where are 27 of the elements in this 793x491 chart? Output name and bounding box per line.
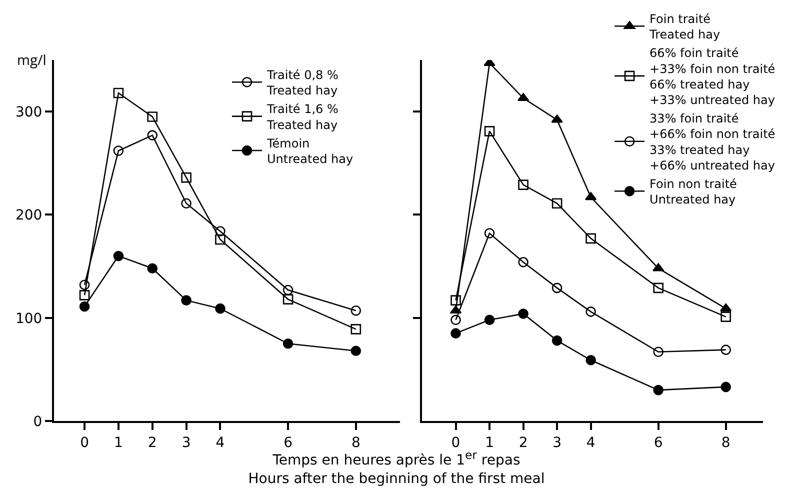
x-tick-label: 8 bbox=[351, 434, 360, 451]
y-tick-label: 300 bbox=[15, 104, 42, 120]
x-axis-title: Temps en heures après le 1$^{er}$ repas Hours after the beginning of the first meal bbox=[248, 448, 545, 487]
legend-label: Traité 0,8 % Treated hay bbox=[266, 68, 338, 98]
y-tick-label: 100 bbox=[15, 310, 42, 327]
x-tick-label: 4 bbox=[586, 434, 596, 451]
x-tick-label: 3 bbox=[182, 434, 191, 451]
y-axis-title: mg/l bbox=[17, 51, 46, 70]
x-tick-label: 8 bbox=[721, 434, 730, 451]
x-tick-label: 1 bbox=[485, 434, 494, 451]
x-tick-label: 6 bbox=[654, 434, 663, 451]
x-tick-label: 3 bbox=[552, 434, 562, 451]
legend-label: 66% foin traité +33% foin non traité 66% treated hay +33% untreated hay bbox=[650, 46, 776, 108]
x-tick-label: 2 bbox=[518, 434, 528, 451]
y-tick-label: 200 bbox=[15, 208, 42, 224]
legend-label: 33% foin traité +66% foin non traité 33% treated hay +66% untreated hay bbox=[650, 112, 776, 172]
x-tick-label: 0 bbox=[451, 434, 460, 451]
x-tick-label: 2 bbox=[148, 434, 157, 451]
legend-label: Traité 1,6 % Treated hay bbox=[266, 102, 338, 132]
x-tick-label: 6 bbox=[284, 434, 293, 451]
legend-label: Foin traité Treated hay bbox=[648, 12, 720, 42]
x-tick-label: 4 bbox=[216, 434, 225, 451]
x-tick-label: 0 bbox=[80, 434, 89, 451]
legend-label: Témoin Untreated hay bbox=[266, 136, 354, 166]
legend-label: Foin non traité Untreated hay bbox=[650, 177, 737, 207]
x-tick-label: 1 bbox=[114, 434, 123, 451]
y-tick-label: 0 bbox=[33, 414, 42, 430]
